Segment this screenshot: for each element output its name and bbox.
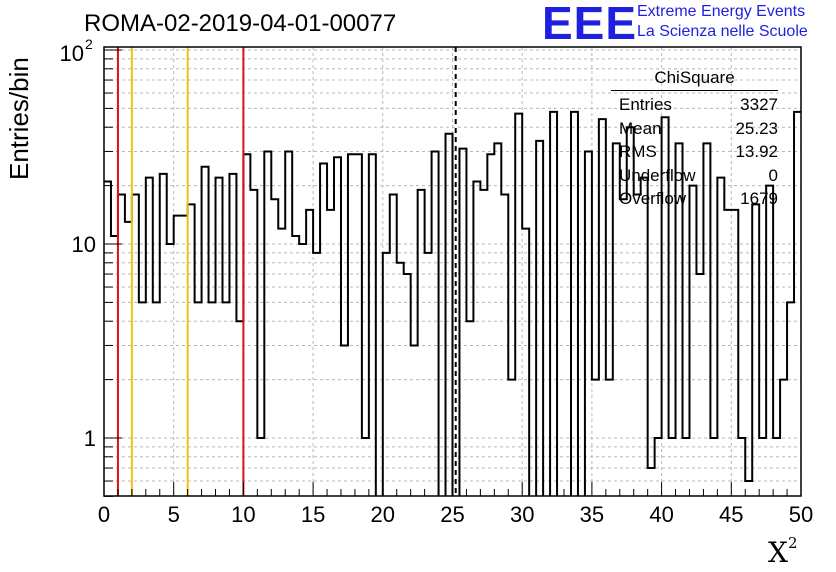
x-tick-label: 45	[719, 502, 743, 527]
y-axis-label: Entries/bin	[4, 57, 34, 180]
histogram-series	[104, 110, 801, 496]
x-tick-label: 5	[168, 502, 180, 527]
x-tick-label: 25	[440, 502, 464, 527]
stats-name: ChiSquare	[611, 68, 778, 91]
stats-value: 3327	[740, 95, 778, 114]
eee-logo: EEE	[542, 0, 638, 49]
stats-box: ChiSquare Entries 3327 Mean 25.23 RMS 13.92…	[611, 68, 778, 211]
stats-row: Mean 25.23	[611, 117, 778, 141]
x-tick-label: 35	[580, 502, 604, 527]
x-tick-label: 40	[649, 502, 673, 527]
logo-subtitle-1: Extreme Energy Events	[637, 3, 806, 20]
stats-row: Entries 3327	[611, 93, 778, 117]
y-tick-label: 10	[72, 232, 96, 257]
stats-value: 1679	[740, 189, 778, 208]
y-tick-label-exponent: 2	[85, 36, 93, 52]
stats-value: 13.92	[735, 142, 778, 161]
x-tick-label: 30	[510, 502, 534, 527]
y-tick-label: 1	[84, 426, 96, 451]
x-tick-label: 20	[371, 502, 395, 527]
stats-row: Underflow 0	[611, 164, 778, 188]
histogram-outline	[104, 110, 801, 496]
stats-value: 0	[768, 165, 778, 185]
stats-label: RMS	[619, 142, 657, 161]
stats-row: Overflow 1679	[611, 187, 778, 211]
chart-title: ROMA-02-2019-04-01-00077	[84, 10, 397, 37]
stats-label: Underflow	[619, 165, 696, 185]
stats-row: RMS 13.92	[611, 140, 778, 164]
reference-lines	[116, 47, 457, 496]
logo-subtitle-2: La Scienza nelle Scuole	[637, 23, 808, 40]
stats-label: Overflow	[619, 189, 687, 208]
x-tick-label: 50	[789, 502, 813, 527]
stats-label: Entries	[619, 95, 672, 114]
axis-ticks	[103, 49, 802, 497]
x-tick-label: 0	[98, 502, 110, 527]
x-tick-label: 15	[301, 502, 325, 527]
x-axis-label: X2	[768, 534, 798, 569]
y-tick-label: 10	[60, 41, 84, 66]
x-tick-label: 10	[231, 502, 255, 527]
stats-value: 25.23	[735, 118, 778, 138]
stats-label: Mean	[619, 118, 662, 138]
